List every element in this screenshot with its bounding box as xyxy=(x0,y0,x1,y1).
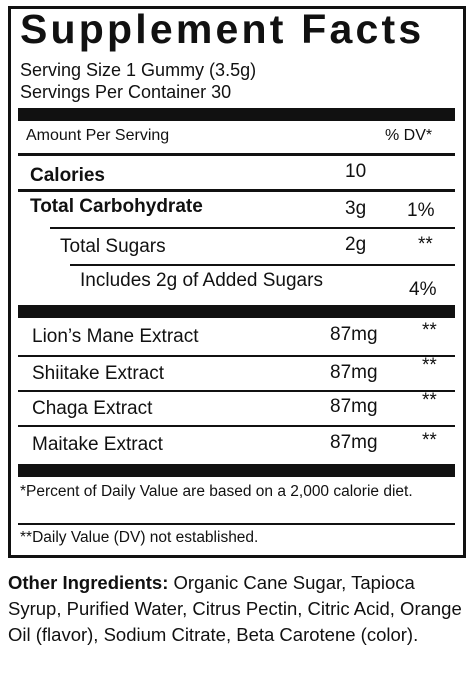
row-dv: 1% xyxy=(407,200,435,221)
row-dv: 4% xyxy=(409,279,437,300)
thick-rule xyxy=(18,464,455,477)
row-amount: 3g xyxy=(345,198,367,219)
thick-rule xyxy=(18,108,455,121)
row-name: Includes 2g of Added Sugars xyxy=(80,270,323,291)
row-name: Calories xyxy=(30,165,105,186)
servings-per-container: Servings Per Container 30 xyxy=(20,82,232,102)
rule xyxy=(18,523,455,525)
thick-rule xyxy=(18,305,455,318)
row-amount: 87mg xyxy=(330,396,378,417)
row-amount: 10 xyxy=(345,161,367,182)
rule xyxy=(18,425,455,427)
rule xyxy=(18,189,455,192)
row-dv: ** xyxy=(422,320,437,341)
rule xyxy=(18,153,455,156)
row-name: Total Sugars xyxy=(60,236,166,257)
amount-header: Amount Per Serving xyxy=(26,127,170,144)
rule xyxy=(18,390,455,392)
row-amount: 87mg xyxy=(330,362,378,383)
serving-size: Serving Size 1 Gummy (3.5g) xyxy=(20,60,257,80)
ingredients-text: Organic Cane Sugar, Tapioca Syrup, Purif… xyxy=(8,572,462,645)
row-amount: 87mg xyxy=(330,432,378,453)
row-amount: 2g xyxy=(345,234,367,255)
rule xyxy=(50,227,455,229)
row-name: Chaga Extract xyxy=(32,398,153,419)
row-dv: ** xyxy=(418,234,433,255)
other-ingredients: Other Ingredients: Organic Cane Sugar, T… xyxy=(8,570,466,648)
rule xyxy=(70,264,455,266)
row-name: Shiitake Extract xyxy=(32,363,164,384)
row-name: Total Carbohydrate xyxy=(30,196,203,217)
row-dv: ** xyxy=(422,390,437,411)
row-name: Maitake Extract xyxy=(32,434,163,455)
facts-panel xyxy=(8,6,466,558)
row-name: Lion’s Mane Extract xyxy=(32,326,199,347)
footnote: *Percent of Daily Value are based on a 2… xyxy=(20,483,413,500)
row-dv: ** xyxy=(422,430,437,451)
title: Supplement Facts xyxy=(20,6,425,52)
row-amount: 87mg xyxy=(330,324,378,345)
dv-header: % DV* xyxy=(385,127,433,144)
row-dv: ** xyxy=(422,355,437,376)
footnote: **Daily Value (DV) not established. xyxy=(20,529,259,546)
rule xyxy=(18,355,455,357)
ingredients-label: Other Ingredients: xyxy=(8,572,169,593)
